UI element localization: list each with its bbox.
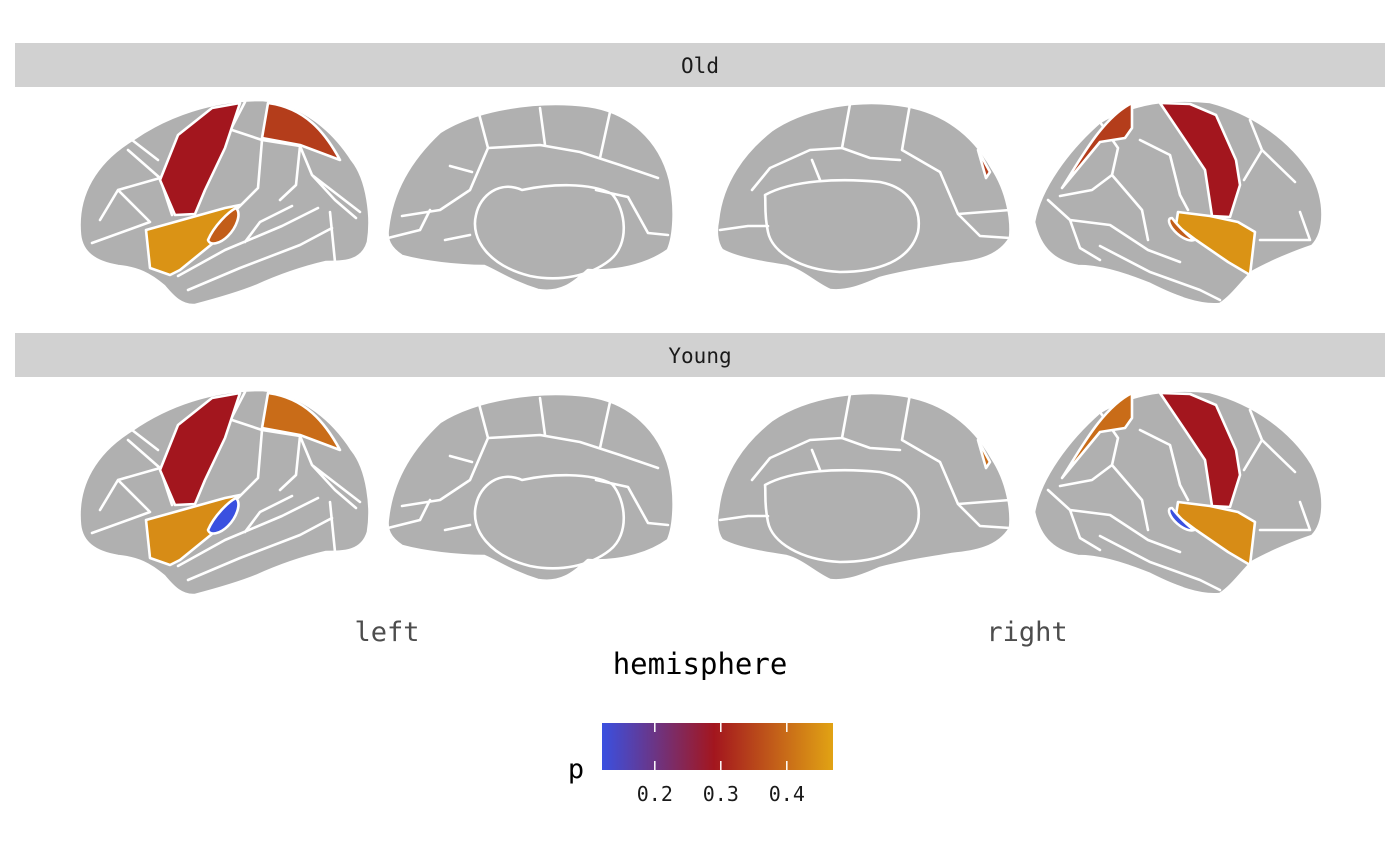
old-medL-view <box>386 102 675 293</box>
region-superiorparietal <box>1060 391 1134 480</box>
strip-label-old: Old <box>681 54 719 78</box>
region-superiortemporal <box>144 203 242 277</box>
region-superiorparietal <box>1060 101 1134 190</box>
region-superiorparietal <box>260 391 342 452</box>
strip-label-young: Young <box>668 344 731 368</box>
region-superiorparietal <box>260 101 342 162</box>
old-latL-view <box>78 98 419 307</box>
region-precentral <box>158 101 242 217</box>
region-precentral <box>158 391 242 507</box>
legend-tick-label: 0.3 <box>703 782 739 806</box>
region-transversetemporal <box>1167 506 1196 532</box>
young-latL-view <box>78 388 419 597</box>
region-superiorparietal-edge <box>976 438 992 470</box>
legend-tick-label: 0.2 <box>637 782 673 806</box>
region-precentral <box>1158 101 1242 219</box>
old-medR-view <box>715 101 1012 292</box>
young-latR-view <box>1032 389 1324 596</box>
young-medR-view <box>715 391 1012 582</box>
region-transversetemporal <box>206 206 240 245</box>
x-tick-right: right <box>986 617 1067 648</box>
x-tick-left: left <box>354 617 419 648</box>
old-latR-view <box>1032 99 1324 306</box>
strip-old <box>15 43 1385 87</box>
panel-young <box>78 388 1324 597</box>
young-medL-view <box>386 392 675 583</box>
colorbar <box>602 723 833 770</box>
region-superiortemporal <box>144 493 242 567</box>
region-superiorparietal-edge <box>976 148 992 180</box>
region-transversetemporal <box>1167 216 1196 242</box>
region-transversetemporal <box>206 496 240 535</box>
legend-title: p <box>568 754 584 785</box>
panel-old <box>78 98 1324 307</box>
legend-tick-label: 0.4 <box>769 782 805 806</box>
region-precentral <box>1158 391 1242 509</box>
colorbar-legend: p 0.2 0.3 0.4 <box>568 723 833 806</box>
x-axis-title: hemisphere <box>613 647 788 681</box>
strip-young <box>15 333 1385 377</box>
